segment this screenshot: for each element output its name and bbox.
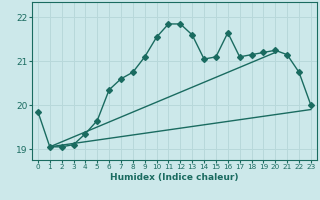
X-axis label: Humidex (Indice chaleur): Humidex (Indice chaleur) bbox=[110, 173, 239, 182]
